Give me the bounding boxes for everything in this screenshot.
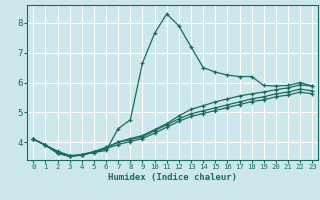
X-axis label: Humidex (Indice chaleur): Humidex (Indice chaleur) <box>108 173 237 182</box>
